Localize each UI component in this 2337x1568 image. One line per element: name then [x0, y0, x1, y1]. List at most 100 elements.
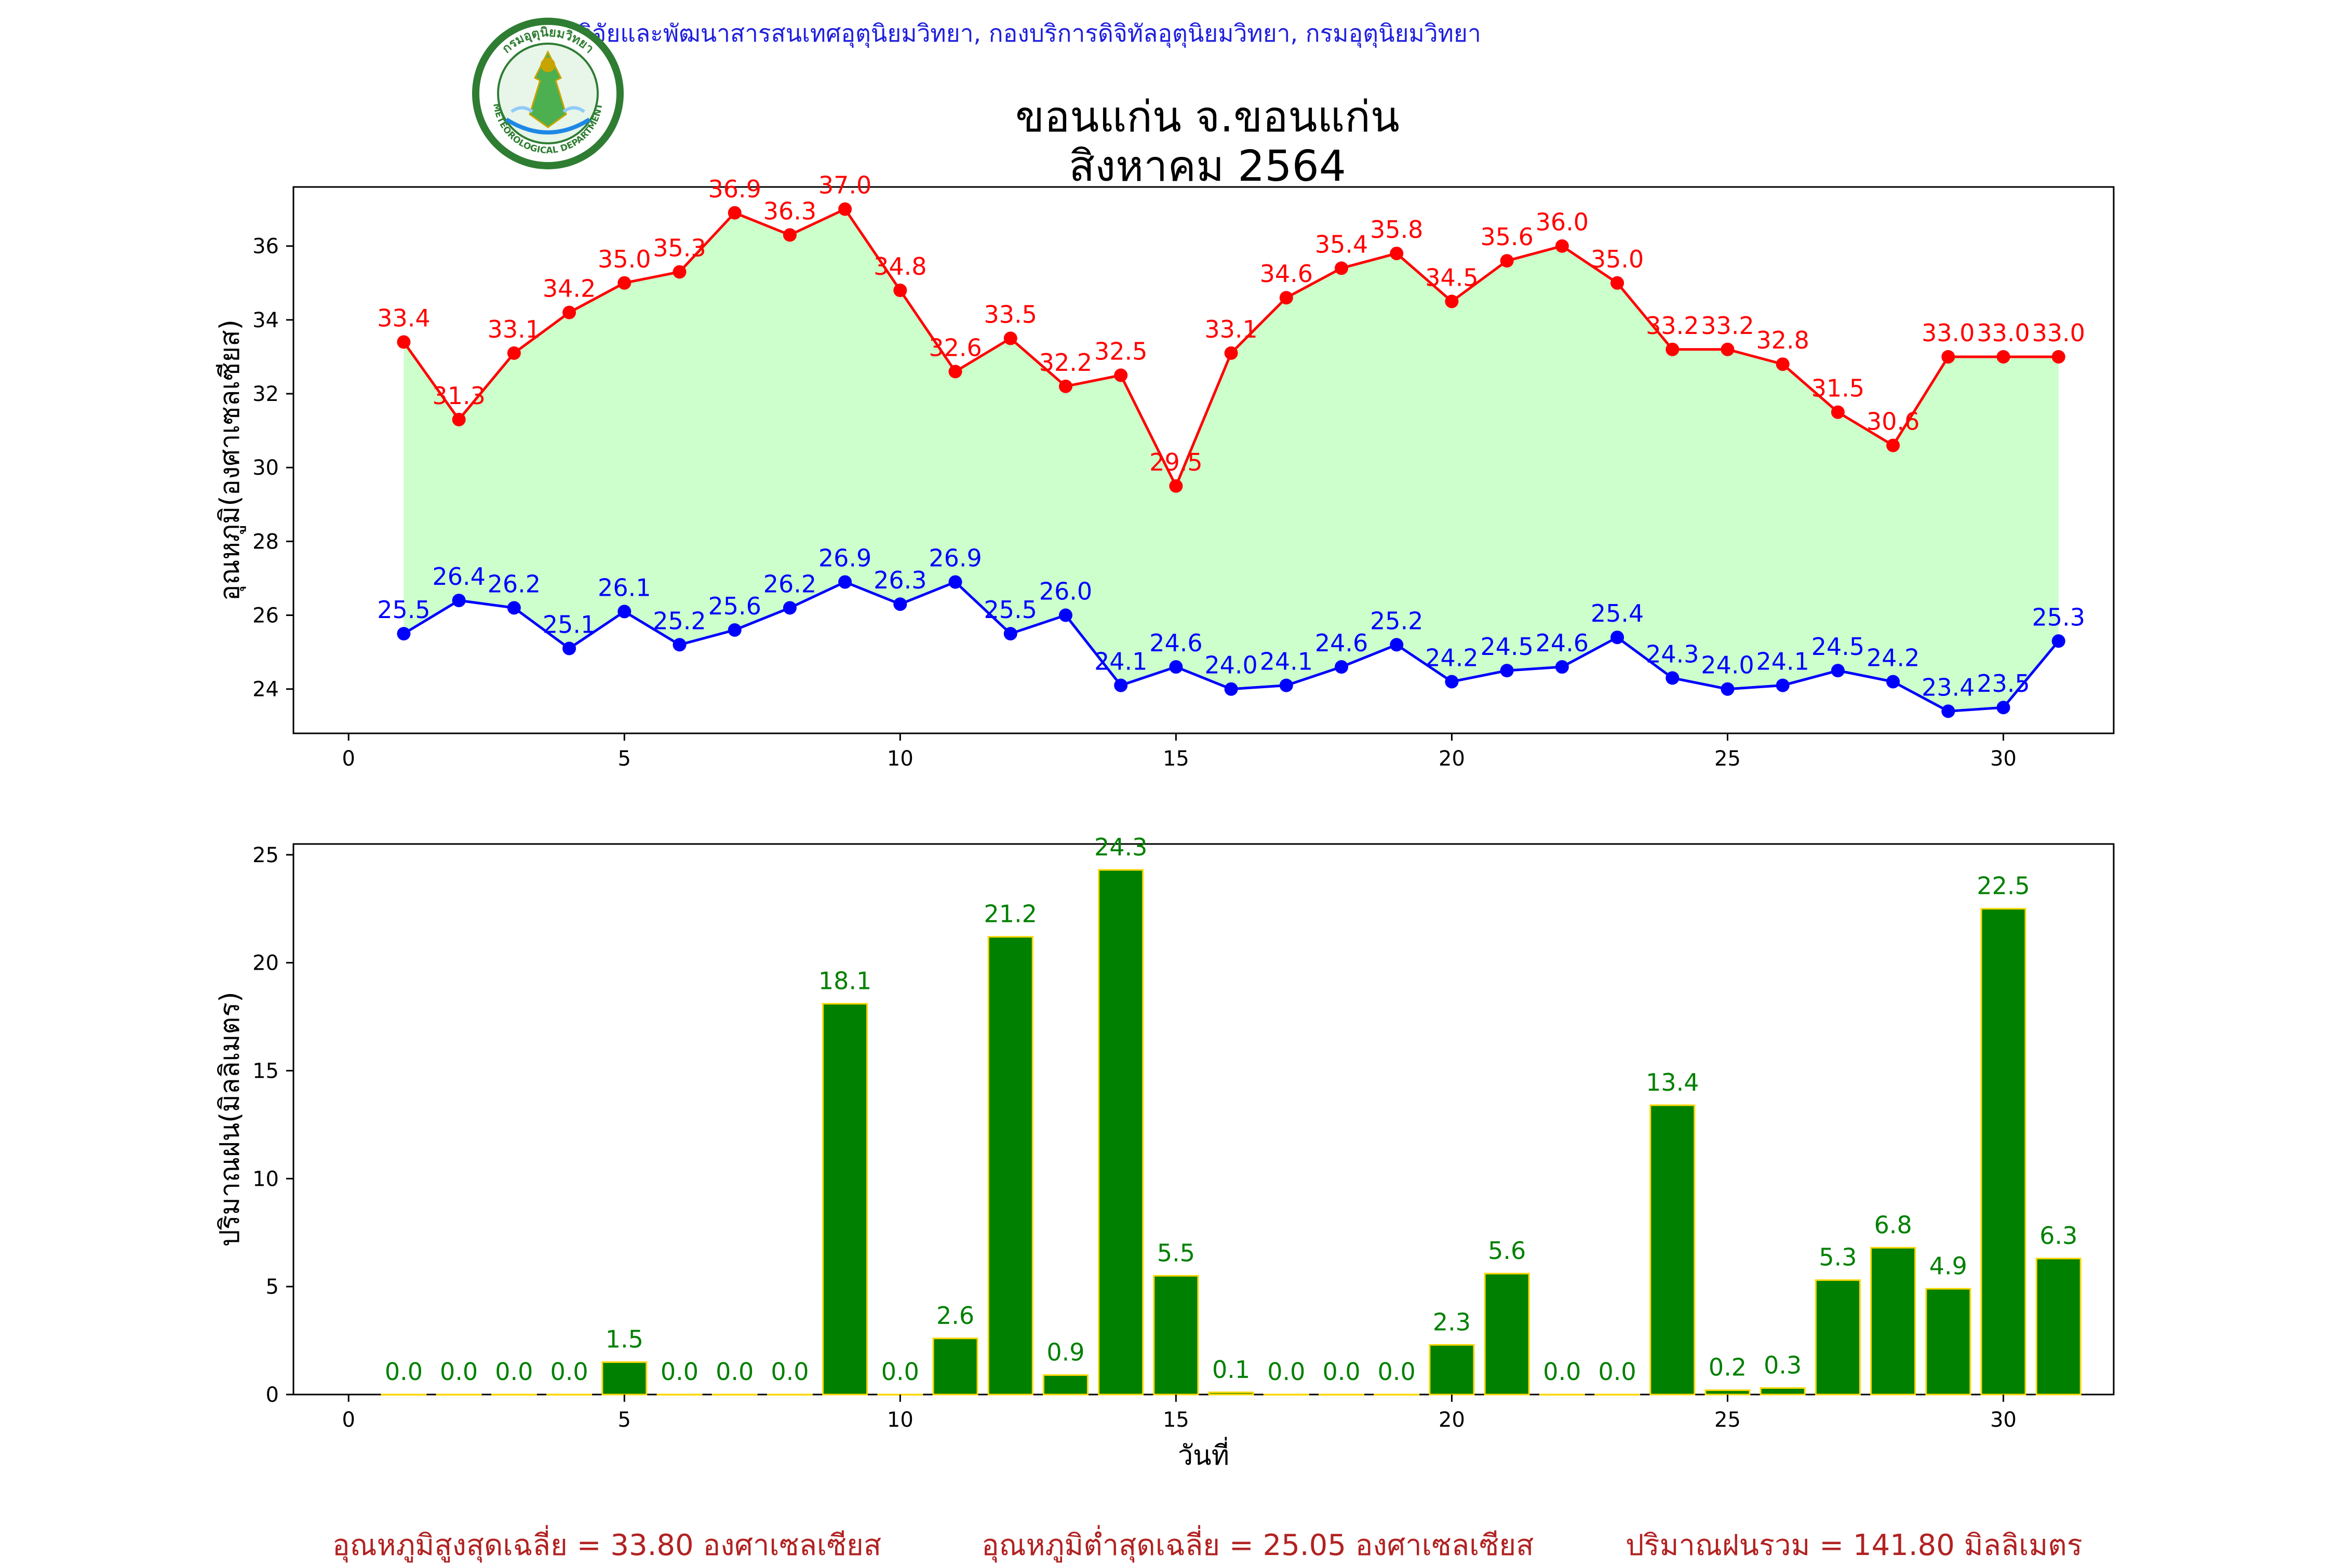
min-temperature-point: [1555, 660, 1569, 674]
max-temperature-label: 33.0: [2032, 319, 2085, 347]
min-temperature-point: [507, 601, 521, 615]
rainfall-bar-label: 0.0: [771, 1358, 809, 1386]
rainfall-bar: [1208, 1391, 1254, 1396]
max-temperature-point: [1445, 294, 1459, 309]
rainfall-bar-label: 6.3: [2039, 1222, 2077, 1250]
max-temperature-point: [1831, 405, 1845, 419]
rainfall-bar-label: 0.0: [1378, 1358, 1416, 1386]
y-tick-label: 34: [252, 309, 279, 332]
max-temperature-point: [1721, 342, 1735, 356]
y-tick-label: 36: [252, 235, 279, 259]
min-temperature-point: [1941, 704, 1955, 718]
rainfall-bar: [2035, 1257, 2081, 1396]
min-temperature-label: 24.0: [1204, 651, 1257, 679]
min-temperature-point: [397, 627, 411, 641]
rainfall-bar-label: 5.6: [1488, 1237, 1526, 1265]
min-temperature-point: [1279, 678, 1293, 692]
min-temperature-point: [728, 623, 742, 637]
temperature-plot-frame: [292, 186, 2115, 734]
y-tick-label: 26: [252, 604, 279, 628]
rainfall-bar: [987, 936, 1033, 1396]
min-temperature-label: 26.0: [1039, 578, 1092, 606]
max-temperature-label: 32.6: [929, 333, 982, 361]
rainfall-bar-label: 2.3: [1433, 1308, 1471, 1336]
min-temperature-point: [1886, 675, 1900, 689]
rainfall-bar: [932, 1337, 978, 1396]
min-temperature-point: [1610, 631, 1624, 645]
min-temperature-label: 23.5: [1977, 669, 2030, 698]
max-temperature-label: 34.8: [874, 252, 926, 280]
rainfall-bar: [1870, 1247, 1916, 1396]
rainfall-bar: [1649, 1104, 1696, 1396]
min-temperature-point: [1831, 664, 1845, 678]
x-tick-label: 30: [1990, 747, 2017, 771]
min-temperature-point: [1224, 682, 1238, 696]
max-temperature-label: 36.9: [708, 175, 761, 203]
rainfall-bar-label: 2.6: [936, 1302, 974, 1330]
min-temperature-point: [1445, 675, 1459, 689]
rainfall-bar-label: 0.0: [1543, 1358, 1581, 1386]
average-min-temperature: อุณหภูมิต่ำสุดเฉลี่ย = 25.05 องศาเซลเซีย…: [982, 1529, 1534, 1562]
max-temperature-label: 32.8: [1756, 326, 1809, 354]
x-tick-label: 20: [1439, 1408, 1465, 1432]
max-temperature-label: 35.0: [1591, 245, 1644, 273]
min-temperature-label: 24.0: [1701, 651, 1754, 679]
rainfall-bar-label: 21.2: [984, 900, 1037, 928]
rainfall-bar: [1098, 869, 1144, 1396]
rainfall-bar: [1042, 1374, 1089, 1396]
x-axis-label: วันที่: [1178, 1437, 1229, 1471]
max-temperature-label: 34.6: [1260, 260, 1313, 288]
max-temperature-point: [2051, 350, 2065, 364]
min-temperature-point: [1500, 664, 1514, 678]
min-temperature-point: [1996, 701, 2010, 715]
y-tick-label: 20: [252, 951, 279, 975]
max-temperature-point: [1776, 357, 1790, 371]
max-temperature-label: 37.0: [818, 171, 871, 199]
rainfall-bar-label: 24.3: [1094, 833, 1147, 861]
y-tick-label: 30: [252, 456, 279, 480]
min-temperature-point: [1335, 660, 1349, 674]
max-temperature-point: [838, 202, 852, 216]
max-temperature-label: 36.0: [1536, 208, 1589, 236]
max-temperature-point: [728, 206, 742, 220]
rainfall-bar-label: 0.9: [1046, 1338, 1084, 1366]
max-temperature-point: [1666, 342, 1680, 356]
max-temperature-label: 33.5: [984, 300, 1037, 328]
rainfall-bar-label: 0.0: [550, 1358, 588, 1386]
rainfall-bar: [1484, 1272, 1530, 1396]
max-temperature-point: [1886, 438, 1900, 452]
y-tick-label: 0: [266, 1383, 279, 1407]
max-temperature-point: [783, 228, 797, 242]
rainfall-bar-label: 13.4: [1646, 1068, 1699, 1096]
x-tick-label: 10: [887, 1408, 914, 1432]
max-temperature-point: [948, 365, 962, 379]
min-temperature-label: 24.6: [1149, 629, 1202, 657]
max-temperature-label: 35.0: [598, 245, 651, 273]
min-temperature-label: 26.1: [598, 573, 651, 601]
min-temperature-label: 24.1: [1756, 648, 1809, 676]
min-temperature-label: 25.5: [377, 596, 430, 624]
rainfall-bar-label: 18.1: [818, 967, 871, 995]
summary-footer: อุณหภูมิสูงสุดเฉลี่ย = 33.80 องศาเซลเซีย…: [0, 1522, 2337, 1563]
rainfall-bar-label: 22.5: [1977, 872, 2030, 900]
min-temperature-point: [1390, 638, 1404, 652]
x-tick-label: 30: [1990, 1408, 2017, 1432]
rainfall-bar: [1429, 1344, 1475, 1396]
max-temperature-label: 33.2: [1646, 312, 1699, 340]
min-temperature-point: [783, 601, 797, 615]
min-temperature-label: 25.3: [2032, 603, 2085, 631]
min-temperature-label: 25.2: [653, 607, 706, 635]
max-temperature-label: 33.4: [377, 304, 430, 332]
y-tick-label: 15: [252, 1059, 279, 1083]
min-temperature-point: [673, 638, 687, 652]
rainfall-bar-label: 6.8: [1874, 1211, 1912, 1239]
min-temperature-label: 26.9: [929, 544, 982, 572]
max-temperature-label: 31.3: [432, 382, 485, 410]
y-axis-label: ปริมาณฝน(มิลลิเมตร): [214, 991, 246, 1247]
min-temperature-point: [1721, 682, 1735, 696]
min-temperature-label: 23.4: [1922, 673, 1975, 701]
chart-title-station: ขอนแก่น จ.ขอนแก่น: [1015, 92, 1400, 142]
rainfall-bar-label: 0.0: [881, 1358, 919, 1386]
min-temperature-label: 24.1: [1260, 648, 1313, 676]
rainfall-bar-label: 0.0: [1267, 1358, 1305, 1386]
